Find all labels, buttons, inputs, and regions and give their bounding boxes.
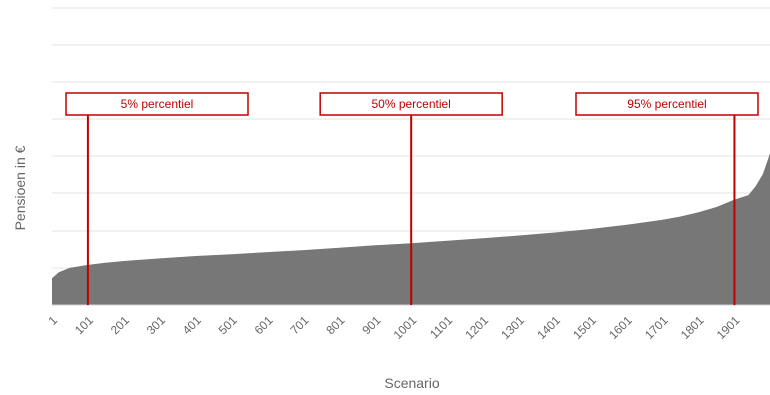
series-area-0 xyxy=(52,153,770,305)
percentile-label-box xyxy=(65,92,249,116)
x-tick-label: 301 xyxy=(144,313,168,337)
x-tick-label: 1801 xyxy=(678,313,707,342)
percentile-label: 5% percentiel xyxy=(121,97,194,111)
x-tick-label: 1601 xyxy=(606,313,635,342)
percentile-label: 95% percentiel xyxy=(627,97,706,111)
x-axis-title: Scenario xyxy=(384,375,439,391)
x-tick-label: 1401 xyxy=(534,313,563,342)
percentile-label-box xyxy=(319,92,503,116)
x-tick-label: 1001 xyxy=(391,313,420,342)
x-tick-label: 1201 xyxy=(462,313,491,342)
x-tick-label: 901 xyxy=(359,313,383,337)
x-tick-label: 501 xyxy=(216,313,240,337)
x-tick-label: 601 xyxy=(252,313,276,337)
x-tick-label: 701 xyxy=(287,313,311,337)
x-tick-label: 401 xyxy=(180,313,204,337)
percentile-label: 50% percentiel xyxy=(371,97,450,111)
x-tick-label: 1501 xyxy=(570,313,599,342)
x-tick-label: 1701 xyxy=(642,313,671,342)
x-tick-label: 1901 xyxy=(714,313,743,342)
x-tick-label: 101 xyxy=(72,313,96,337)
percentile-markers: 5% percentiel 50% percentiel 95% percentie… xyxy=(65,92,759,305)
percentile-label-box xyxy=(575,92,759,116)
y-axis-title: Pensioen in € xyxy=(12,145,28,230)
x-tick-label: 1 xyxy=(45,313,60,328)
series-area-layer xyxy=(52,153,770,305)
x-tick-label: 201 xyxy=(108,313,132,337)
x-axis: 1 101 201 301 401 501 601 701 801 901 1001 1101 1201… xyxy=(45,304,770,342)
x-tick-label: 801 xyxy=(323,313,347,337)
x-tick-label: 1301 xyxy=(498,313,527,342)
x-tick-label: 1101 xyxy=(427,313,455,341)
